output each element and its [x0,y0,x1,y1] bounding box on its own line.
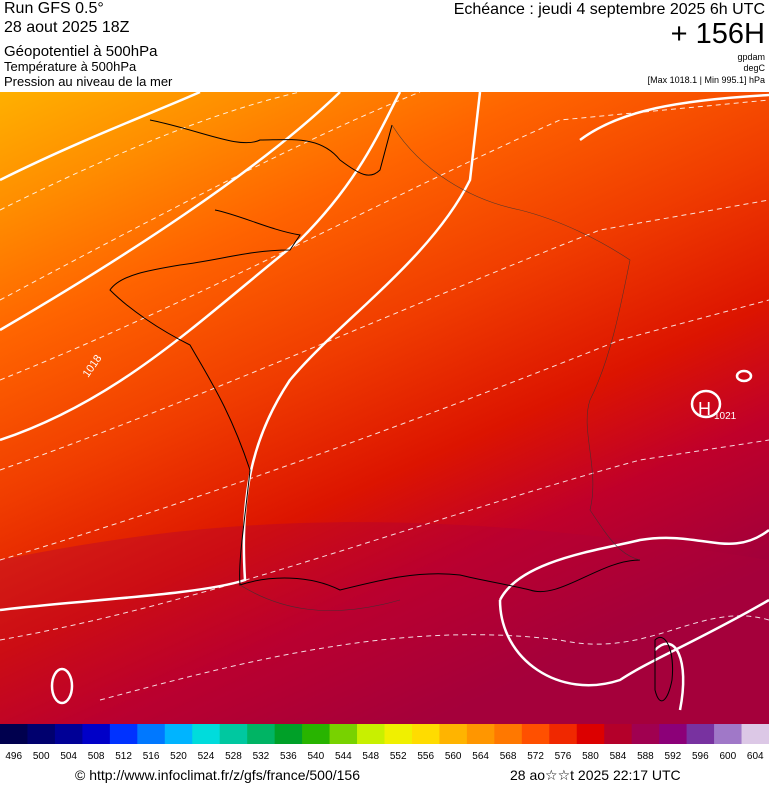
colorbar-swatch [439,724,468,744]
colorbar-swatch [659,724,688,744]
colorbar-swatch [576,724,605,744]
source-url: © http://www.infoclimat.fr/z/gfs/france/… [75,767,360,783]
colorbar-label: 540 [307,751,324,762]
colorbar-swatch [714,724,743,744]
colorbar-swatch [27,724,56,744]
colorbar-label: 600 [719,751,736,762]
generated-time: 28 ao☆☆t 2025 22:17 UTC [510,767,681,783]
colorbar-swatch [384,724,413,744]
colorbar-swatch [82,724,111,744]
colorbar-label: 504 [60,751,77,762]
colorbar-swatch [0,724,28,744]
colorbar-label: 580 [582,751,599,762]
cold-band [0,522,769,724]
colorbar-swatch [741,724,769,744]
colorbar-swatch [549,724,578,744]
colorbar-swatch [466,724,495,744]
colorbar-swatch [521,724,550,744]
colorbar-swatch [604,724,633,744]
colorbar-label: 604 [747,751,764,762]
colorbar-swatch [274,724,303,744]
borders [239,124,641,611]
colorbar-label: 560 [445,751,462,762]
colorbar-swatch [247,724,276,744]
colorbar-label: 508 [88,751,105,762]
colorbar-label: 564 [472,751,489,762]
colorbar-label: 544 [335,751,352,762]
colorbar-label: 512 [115,751,132,762]
field-label: Géopotentiel à 500hPa [4,43,158,60]
lead-time: + 156H [671,18,765,50]
colorbar-swatch [686,724,715,744]
colorbar-label: 528 [225,751,242,762]
colorbar-swatch [302,724,331,744]
colorbar-label: 548 [362,751,379,762]
unit-label: gpdam [737,52,765,62]
colorbar-label: 552 [390,751,407,762]
colorbar-label: 516 [143,751,160,762]
colorbar-swatch [192,724,221,744]
colorbar-swatch [54,724,83,744]
colorbar-label: 524 [198,751,215,762]
colorbar-swatch [137,724,166,744]
colorbar-label: 572 [527,751,544,762]
coastline [109,119,674,702]
colorbar-swatch [164,724,193,744]
run-date: 28 aout 2025 18Z [4,19,130,36]
colorbar-label: 584 [610,751,627,762]
colorbar-label: 500 [33,751,50,762]
run-title: Run GFS 0.5° [4,0,104,17]
colorbar-label: 588 [637,751,654,762]
field-label: Pression au niveau de la mer [4,74,173,89]
high-symbol: H [698,399,711,419]
colorbar-label: 536 [280,751,297,762]
colorbar-label: 520 [170,751,187,762]
valid-time: Echéance : jeudi 4 septembre 2025 6h UTC [454,1,765,18]
colorbar-label: 596 [692,751,709,762]
colorbar-swatch [109,724,138,744]
colorbar-label: 568 [500,751,517,762]
map: 1018 H 1021 [0,92,769,724]
field-label: Température à 500hPa [4,59,137,74]
colorbar-swatch [411,724,440,744]
colorbar-label: 592 [665,751,682,762]
unit-label: degC [743,63,765,73]
colorbar-label: 556 [417,751,434,762]
colorbar-swatch [631,724,660,744]
colorbar-swatch [357,724,385,744]
colorbar-swatch [494,724,523,744]
temperature-field [0,92,769,724]
extremes: [Max 1018.1 | Min 995.1] hPa [648,75,765,85]
colorbar: 496 500 504 508 512 516 520 524 528 532 536 540 544 5… [0,724,769,762]
colorbar-swatch [329,724,358,744]
isobars [0,92,769,711]
colorbar-label: 496 [5,751,22,762]
colorbar-label: 532 [253,751,270,762]
colorbar-swatch [219,724,248,744]
isotherms [0,92,769,701]
colorbar-label: 576 [555,751,572,762]
high-value: 1021 [714,411,737,422]
